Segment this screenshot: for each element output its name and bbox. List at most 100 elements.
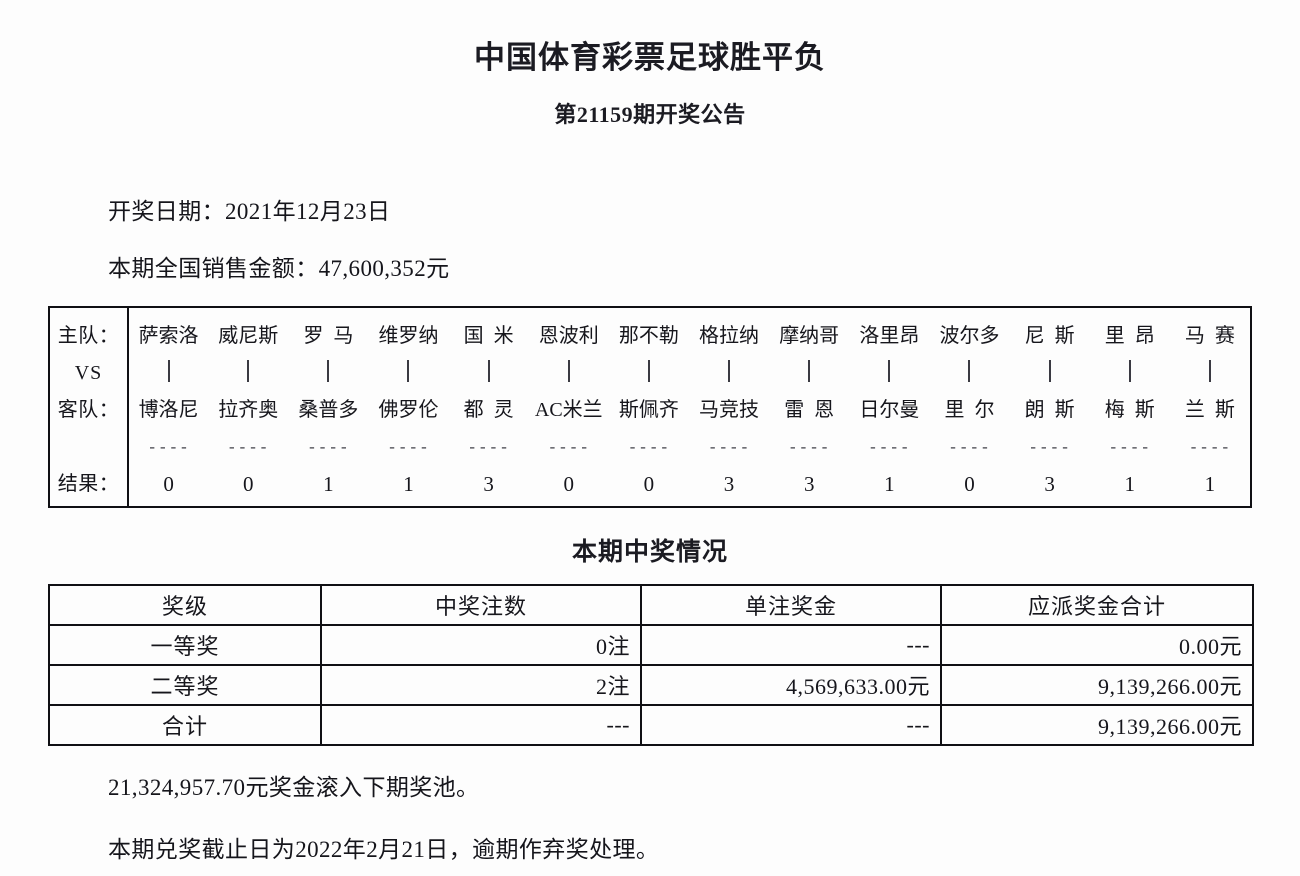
away-team-name: 日尔曼 (859, 399, 920, 421)
table-row: 二等奖 2注 4,569,633.00元 9,139,266.00元 (48, 664, 1254, 706)
match-result-cell: 1 (368, 462, 448, 506)
match-result-value: 0 (563, 471, 575, 496)
dash-separator: ---- (467, 439, 510, 457)
away-team-cell: 日尔曼 (849, 390, 929, 430)
winning-count-cell: 0注 (320, 624, 642, 666)
vs-divider-cell (128, 356, 208, 390)
vs-divider-icon (808, 360, 811, 382)
vs-divider-cell (529, 356, 609, 390)
home-team-cell: 格拉纳 (689, 308, 769, 356)
away-team-name: 朗斯 (1024, 399, 1085, 421)
column-header-count: 中奖注数 (320, 584, 642, 626)
dash-separator: ---- (547, 439, 590, 457)
home-team-cell: 摩纳哥 (769, 308, 849, 356)
away-team-cell: AC米兰 (529, 390, 609, 430)
match-result-value: 0 (643, 471, 655, 496)
match-result-value: 3 (483, 471, 494, 496)
home-team-cell: 恩波利 (529, 308, 609, 356)
match-result-cell: 3 (769, 462, 849, 506)
dash-separator: ---- (1028, 439, 1071, 457)
dash-separator: ---- (1188, 439, 1232, 457)
vs-divider-cell (368, 356, 448, 390)
away-team-cell: 都灵 (449, 390, 529, 430)
match-result-cell: 1 (1170, 462, 1250, 506)
vs-divider-cell (769, 356, 849, 390)
winning-count-cell: 2注 (320, 664, 642, 706)
match-result-cell: 1 (288, 462, 368, 506)
away-team-cell: 博洛尼 (128, 390, 208, 430)
column-header-total-prize: 应派奖金合计 (940, 584, 1254, 626)
dash-separator-cell: ---- (689, 430, 769, 462)
dash-separator-cell: ---- (1010, 430, 1090, 462)
vs-label: VS (50, 356, 129, 390)
dash-separator-cell: ---- (368, 430, 448, 462)
away-team-row: 客队： 博洛尼 拉齐奥 桑普多 佛罗伦 都灵 AC米兰 斯佩齐 马竞技 雷恩 日尔曼 里尔 朗斯 梅斯兰… (50, 390, 1250, 430)
dash-separator: ---- (948, 439, 991, 457)
vs-divider-cell (288, 356, 368, 390)
dash-separator: ---- (307, 439, 350, 457)
unit-prize-cell: 4,569,633.00元 (640, 664, 942, 706)
home-team-name: 维罗纳 (378, 325, 439, 347)
separator-row: ---- ---- ---- ---- ---- ---- ---- ---- ---- ----… (50, 430, 1250, 462)
prize-table: 奖级 中奖注数 单注奖金 应派奖金合计 一等奖 0注 --- 0.00元 二等奖 2注 4,… (48, 584, 1254, 746)
vs-divider-icon (327, 360, 330, 382)
home-team-cell: 威尼斯 (208, 308, 288, 356)
dash-separator-cell: ---- (929, 430, 1009, 462)
table-row: 一等奖 0注 --- 0.00元 (48, 624, 1254, 666)
match-result-value: 0 (163, 471, 174, 496)
match-result-value: 0 (242, 471, 254, 496)
away-team-name: 佛罗伦 (378, 399, 439, 421)
vs-divider-icon (487, 360, 490, 382)
dash-separator-cell: ---- (609, 430, 689, 462)
match-result-cell: 1 (849, 462, 929, 506)
away-team-cell: 马竞技 (689, 390, 769, 430)
dash-separator: ---- (868, 439, 911, 457)
vs-divider-icon (968, 360, 971, 382)
home-team-label: 主队： (50, 308, 129, 356)
home-team-cell: 那不勒 (609, 308, 689, 356)
away-team-label: 客队： (50, 390, 129, 430)
away-team-cell: 雷恩 (769, 390, 849, 430)
home-team-cell: 洛里昂 (849, 308, 929, 356)
dash-separator: ---- (707, 439, 751, 457)
vs-divider-icon (888, 360, 891, 382)
vs-divider-cell (849, 356, 929, 390)
away-team-cell: 兰斯 (1170, 390, 1250, 430)
home-team-name: 罗马 (303, 325, 364, 347)
total-prize-cell: 9,139,266.00元 (940, 704, 1254, 746)
match-result-value: 1 (403, 471, 414, 496)
match-result-cell: 3 (689, 462, 769, 506)
result-label: 结果： (50, 462, 129, 506)
dash-separator-cell: ---- (1170, 430, 1250, 462)
away-team-name: 拉齐奥 (218, 399, 279, 421)
match-result-cell: 0 (128, 462, 208, 506)
dash-separator-cell: ---- (128, 430, 208, 462)
match-result-cell: 0 (609, 462, 689, 506)
dash-separator-cell: ---- (449, 430, 529, 462)
away-team-cell: 里尔 (929, 390, 1009, 430)
dash-separator-cell: ---- (529, 430, 609, 462)
draw-date-line: 开奖日期：2021年12月23日 (108, 199, 391, 224)
away-team-cell: 朗斯 (1010, 390, 1090, 430)
home-team-name: 里昂 (1104, 325, 1165, 347)
away-team-name: AC米兰 (534, 399, 603, 421)
vs-divider-cell (689, 356, 769, 390)
home-team-cell: 尼斯 (1010, 308, 1090, 356)
away-team-name: 桑普多 (298, 399, 359, 421)
match-result-cell: 3 (449, 462, 529, 506)
dash-separator: ---- (787, 439, 831, 457)
match-results-table: 主队： 萨索洛 威尼斯 罗马 维罗纳 国米 恩波利 那不勒 格拉纳 摩纳哥 洛里昂 波尔多 尼斯 里昂马… (48, 306, 1252, 508)
vs-divider-cell (1170, 356, 1250, 390)
home-team-cell: 马赛 (1170, 308, 1250, 356)
away-team-name: 博洛尼 (138, 399, 199, 421)
dash-separator-cell: ---- (208, 430, 288, 462)
dash-separator-cell: ---- (1090, 430, 1170, 462)
match-result-value: 0 (964, 471, 975, 496)
away-team-name: 都灵 (463, 399, 524, 421)
home-team-name: 马赛 (1184, 325, 1245, 347)
away-team-name: 里尔 (944, 399, 1005, 421)
dash-separator-cell: ---- (849, 430, 929, 462)
match-result-value: 3 (1044, 471, 1055, 496)
home-team-name: 波尔多 (939, 325, 1000, 347)
match-result-cell: 1 (1090, 462, 1170, 506)
